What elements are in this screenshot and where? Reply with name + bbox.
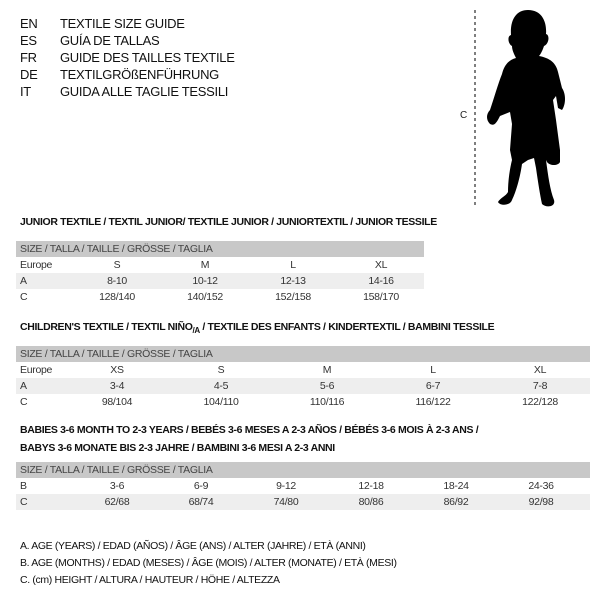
cell: 12-18 xyxy=(358,480,384,492)
child-silhouette-icon xyxy=(487,10,565,207)
cell: 122/128 xyxy=(522,396,558,408)
row-label: C xyxy=(20,396,28,408)
lang-label: GUIDE DES TAILLES TEXTILE xyxy=(60,50,235,65)
cell: 128/140 xyxy=(99,291,135,303)
lang-label: TEXTILGRÖßENFÜHRUNG xyxy=(60,67,219,82)
cell: 8-10 xyxy=(107,275,127,287)
cell: 62/68 xyxy=(104,496,130,508)
measure-label: C xyxy=(460,110,467,121)
cell: 140/152 xyxy=(187,291,223,303)
cell: 74/80 xyxy=(273,496,299,508)
table-row: C 98/104 104/110 110/116 116/122 122/128 xyxy=(16,394,590,410)
cell: 4-5 xyxy=(213,380,229,392)
cell: M xyxy=(322,364,332,376)
row-label: A xyxy=(20,380,27,392)
table-header: SIZE / TALLA / TAILLE / GRÖSSE / TAGLIA xyxy=(16,241,424,257)
cell: M xyxy=(200,259,210,271)
cell: 24-36 xyxy=(528,480,554,492)
cell: 3-4 xyxy=(109,380,125,392)
lang-code: ES xyxy=(20,33,37,48)
babies-title-line1: BABIES 3-6 MONTH TO 2-3 YEARS / BEBÉS 3-… xyxy=(20,424,479,436)
cell: 104/110 xyxy=(203,396,239,408)
row-label: B xyxy=(20,480,27,492)
title-text: / TEXTILE DES ENFANTS / KINDERTEXTIL / B… xyxy=(199,321,495,333)
cell: 80/86 xyxy=(358,496,384,508)
table-row: B 3-6 6-9 9-12 12-18 18-24 24-36 xyxy=(16,478,590,494)
cell: 7-8 xyxy=(532,380,548,392)
lang-code: FR xyxy=(20,50,37,65)
title-subscript: /A xyxy=(192,326,201,336)
junior-size-table: SIZE / TALLA / TAILLE / GRÖSSE / TAGLIA … xyxy=(16,241,424,305)
babies-size-table: SIZE / TALLA / TAILLE / GRÖSSE / TAGLIA … xyxy=(16,462,590,510)
table-header: SIZE / TALLA / TAILLE / GRÖSSE / TAGLIA xyxy=(16,462,590,478)
cell: 14-16 xyxy=(368,275,394,287)
cell: S xyxy=(217,364,225,376)
cell: 98/104 xyxy=(101,396,133,408)
cell: 110/116 xyxy=(309,396,345,408)
lang-label: GUIDA ALLE TAGLIE TESSILI xyxy=(60,84,229,99)
row-label: A xyxy=(20,275,27,287)
legend-c: C. (cm) HEIGHT / ALTURA / HAUTEUR / HÖHE… xyxy=(20,574,280,586)
lang-code: IT xyxy=(20,84,31,99)
cell: 18-24 xyxy=(443,480,469,492)
cell: L xyxy=(430,364,436,376)
lang-code: EN xyxy=(20,16,38,31)
cell: 12-13 xyxy=(280,275,306,287)
cell: L xyxy=(290,259,296,271)
row-label: Europe xyxy=(20,259,53,271)
cell: 6-7 xyxy=(425,380,441,392)
table-row: Europe S M L XL xyxy=(16,257,424,273)
table-row: A 8-10 10-12 12-13 14-16 xyxy=(16,273,424,289)
children-size-table: SIZE / TALLA / TAILLE / GRÖSSE / TAGLIA … xyxy=(16,346,590,410)
legend-b: B. AGE (MONTHS) / EDAD (MESES) / ÂGE (MO… xyxy=(20,557,397,569)
table-row: C 62/68 68/74 74/80 80/86 86/92 92/98 xyxy=(16,494,590,510)
cell: 6-9 xyxy=(193,480,209,492)
cell: XL xyxy=(374,259,388,271)
cell: S xyxy=(113,259,121,271)
cell: 10-12 xyxy=(192,275,218,287)
title-text: CHILDREN'S TEXTILE / TEXTIL NIÑO xyxy=(20,321,193,333)
table-row: C 128/140 140/152 152/158 158/170 xyxy=(16,289,424,305)
babies-title-line2: BABYS 3-6 MONATE BIS 2-3 JAHRE / BAMBINI… xyxy=(20,442,335,454)
row-label: C xyxy=(20,291,28,303)
table-row: Europe XS S M L XL xyxy=(16,362,590,378)
row-label: C xyxy=(20,496,28,508)
cell: 116/122 xyxy=(415,396,451,408)
cell: 9-12 xyxy=(276,480,296,492)
cell: 86/92 xyxy=(443,496,469,508)
cell: 92/98 xyxy=(528,496,554,508)
table-header: SIZE / TALLA / TAILLE / GRÖSSE / TAGLIA xyxy=(16,346,590,362)
lang-code: DE xyxy=(20,67,38,82)
junior-title: JUNIOR TEXTILE / TEXTIL JUNIOR/ TEXTILE … xyxy=(20,216,437,228)
row-label: Europe xyxy=(20,364,53,376)
table-row: A 3-4 4-5 5-6 6-7 7-8 xyxy=(16,378,590,394)
lang-label: GUÍA DE TALLAS xyxy=(60,33,160,48)
legend-a: A. AGE (YEARS) / EDAD (AÑOS) / ÂGE (ANS)… xyxy=(20,540,366,552)
cell: XL xyxy=(533,364,547,376)
child-silhouette-figure: C xyxy=(460,10,565,207)
cell: XS xyxy=(110,364,124,376)
cell: 152/158 xyxy=(275,291,311,303)
lang-label: TEXTILE SIZE GUIDE xyxy=(60,16,185,31)
cell: 3-6 xyxy=(109,480,125,492)
cell: 5-6 xyxy=(319,380,335,392)
cell: 158/170 xyxy=(363,291,399,303)
cell: 68/74 xyxy=(188,496,214,508)
children-title: CHILDREN'S TEXTILE / TEXTIL NIÑO/A / TEX… xyxy=(20,321,495,336)
